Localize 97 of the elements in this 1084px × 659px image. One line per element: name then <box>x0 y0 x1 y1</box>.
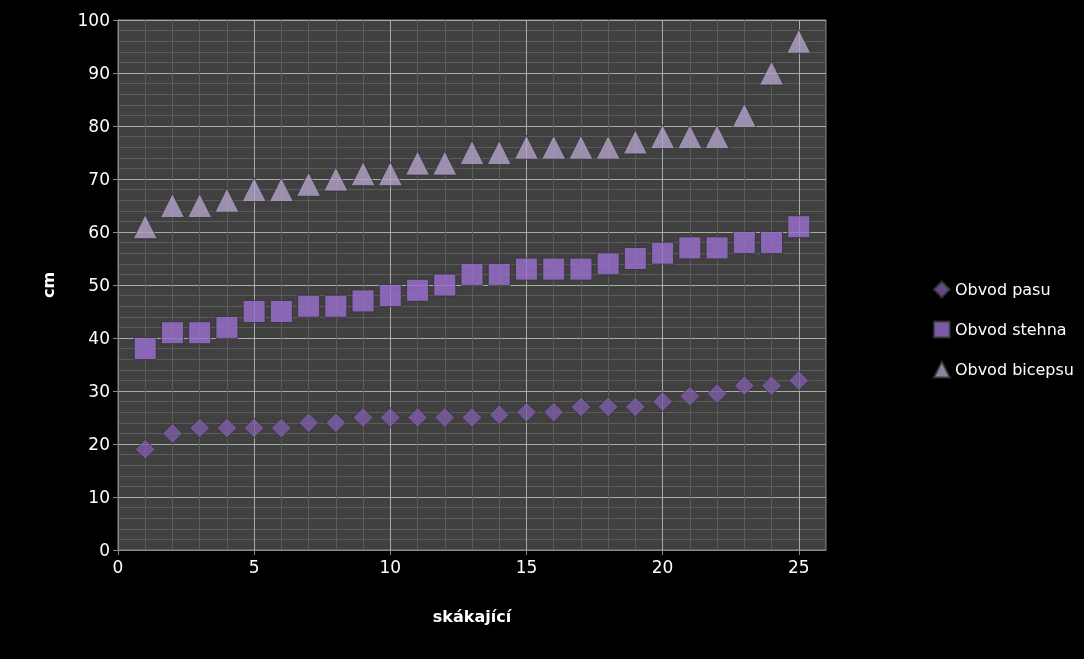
point <box>214 187 240 213</box>
legend-label: Obvod stehna <box>954 320 1067 339</box>
point <box>379 407 401 428</box>
point <box>433 273 457 297</box>
point <box>543 401 565 423</box>
point <box>623 247 647 270</box>
point <box>378 284 402 308</box>
x-axis-title: skákající <box>432 606 513 626</box>
x-tick-label: 15 <box>515 556 538 577</box>
point <box>460 262 484 286</box>
y-axis-title: cm <box>38 271 58 299</box>
point <box>324 294 348 318</box>
point <box>570 396 592 418</box>
point <box>513 134 539 160</box>
point <box>624 396 646 418</box>
point <box>568 134 594 160</box>
legend-label: Obvod bicepsu <box>954 360 1074 379</box>
point <box>377 161 403 187</box>
point <box>243 417 265 439</box>
point <box>677 124 703 150</box>
x-tick-label: 20 <box>651 556 674 577</box>
point <box>159 193 185 218</box>
y-tick-label: 70 <box>88 169 110 189</box>
y-tick-label: 50 <box>88 275 110 295</box>
y-tick-label: 90 <box>88 63 110 83</box>
point <box>323 166 349 192</box>
point <box>652 391 674 413</box>
point <box>679 385 701 407</box>
point <box>325 412 347 434</box>
point <box>298 412 320 434</box>
point <box>541 134 567 160</box>
point <box>160 321 184 345</box>
point <box>352 407 374 428</box>
point <box>786 28 812 54</box>
point <box>132 214 158 240</box>
point <box>761 375 783 397</box>
point <box>216 417 238 439</box>
point <box>297 294 321 318</box>
point <box>760 231 784 255</box>
point <box>434 407 456 428</box>
point <box>595 134 621 160</box>
y-tick-label: 30 <box>88 381 110 401</box>
point <box>350 161 376 187</box>
y-tick-label: 0 <box>99 540 110 560</box>
point <box>651 241 675 265</box>
point <box>189 417 211 439</box>
point <box>542 257 566 281</box>
point <box>187 193 213 218</box>
point <box>296 171 322 197</box>
point <box>731 102 757 128</box>
point <box>134 438 156 460</box>
point <box>406 278 430 302</box>
point <box>678 236 702 260</box>
point <box>705 236 729 260</box>
point <box>351 289 375 313</box>
point <box>487 262 511 286</box>
point <box>488 404 510 426</box>
point <box>459 140 485 165</box>
point <box>407 407 429 428</box>
point <box>161 422 183 444</box>
y-tick-label: 40 <box>88 328 110 348</box>
point <box>514 257 538 281</box>
point <box>622 129 648 155</box>
x-tick-label: 25 <box>787 556 810 577</box>
y-tick-label: 20 <box>88 434 110 454</box>
x-tick-label: 0 <box>112 556 124 577</box>
x-tick-label: 5 <box>248 556 260 577</box>
y-tick-label: 100 <box>77 10 110 30</box>
point <box>759 60 785 86</box>
point <box>788 369 810 391</box>
point <box>188 321 212 345</box>
point <box>787 215 811 239</box>
point <box>704 124 730 150</box>
legend-label: Obvod pasu <box>954 280 1051 299</box>
point <box>215 315 239 339</box>
point <box>706 383 728 405</box>
point <box>733 375 755 397</box>
point <box>241 177 267 203</box>
point <box>133 337 157 361</box>
point <box>597 396 619 418</box>
point <box>461 407 483 428</box>
point <box>569 257 593 281</box>
point <box>486 140 512 165</box>
y-tick-label: 60 <box>88 222 110 242</box>
point <box>732 231 756 255</box>
y-tick-label: 10 <box>88 487 110 507</box>
point <box>270 417 292 439</box>
y-tick-label: 80 <box>88 116 110 136</box>
point <box>405 150 431 176</box>
x-tick-label: 10 <box>379 556 402 577</box>
point <box>268 177 294 203</box>
point <box>515 401 537 423</box>
point <box>650 124 676 150</box>
point <box>269 300 293 323</box>
point <box>432 150 458 176</box>
point <box>596 252 620 276</box>
point <box>242 300 266 323</box>
